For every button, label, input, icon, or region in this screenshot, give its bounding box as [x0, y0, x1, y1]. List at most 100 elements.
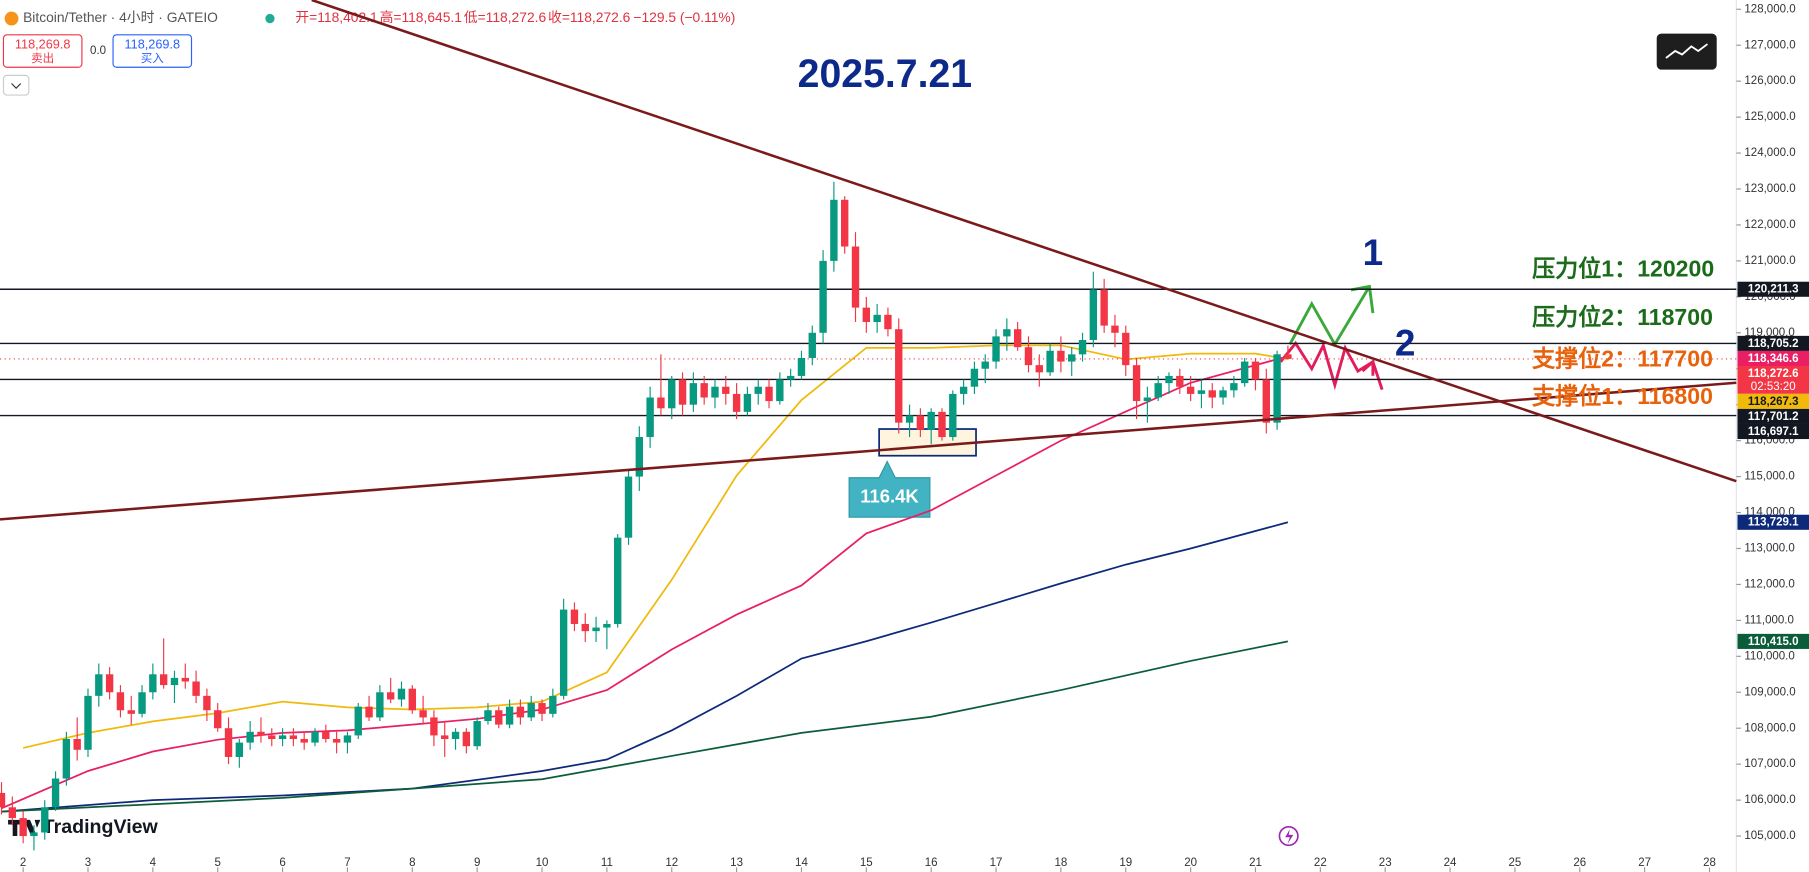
price-label: 116,697.1	[1748, 426, 1799, 438]
brand-logo	[8, 819, 41, 837]
x-tick-label: 23	[1379, 857, 1392, 869]
candle-body	[776, 379, 784, 402]
candle-body	[970, 368, 979, 387]
candle-body	[311, 731, 319, 743]
candle-body	[1251, 361, 1260, 380]
candle-body	[1262, 379, 1270, 423]
x-tick-label: 3	[85, 857, 91, 869]
candle-body	[170, 677, 179, 686]
x-tick-label: 16	[925, 857, 938, 869]
chart-title: 2025.7.21	[798, 52, 972, 96]
candle-body	[570, 609, 579, 624]
candle-body	[959, 386, 968, 394]
candle-body	[635, 437, 644, 477]
x-tick-label: 5	[215, 857, 221, 869]
candle-body	[224, 728, 233, 757]
candle-body	[1046, 350, 1054, 373]
x-tick-label: 27	[1638, 857, 1651, 869]
candle-body	[516, 706, 525, 718]
candle-body	[408, 688, 416, 711]
candle-body	[62, 738, 71, 779]
price-label-bg	[1737, 350, 1809, 367]
candle-body	[419, 710, 427, 718]
low-zone-box	[878, 428, 977, 457]
x-tick-label: 24	[1444, 857, 1457, 869]
x-tick-label: 26	[1573, 857, 1586, 869]
annotation: 116.4K	[860, 485, 919, 506]
candle-body	[430, 717, 438, 736]
candle-body	[1057, 350, 1065, 362]
candle-body	[808, 332, 816, 358]
x-tick-label: 15	[860, 857, 873, 869]
y-tick-label: 125,000.0	[1744, 111, 1795, 123]
candle-body	[1003, 329, 1011, 337]
x-tick-label: 25	[1509, 857, 1522, 869]
annotation: 支撑位1：116800	[1532, 383, 1713, 409]
price-label: 118,267.3	[1748, 396, 1799, 408]
sell-price: 118,269.8	[15, 37, 70, 52]
low: 低=118,272.6	[464, 9, 547, 25]
candle-body	[884, 314, 892, 330]
y-tick-label: 112,000.0	[1744, 578, 1794, 590]
candle-body	[138, 692, 146, 714]
x-tick-label: 28	[1703, 857, 1716, 869]
candle-body	[73, 738, 81, 750]
price-label-bg	[1737, 393, 1809, 409]
buy-button[interactable]	[112, 34, 193, 68]
candle-body	[1089, 289, 1098, 340]
price-label-bg	[1737, 423, 1809, 440]
candle-body	[927, 411, 935, 430]
candle-body	[711, 386, 719, 398]
candle-body	[1100, 289, 1108, 326]
brand: TradingView	[43, 816, 159, 838]
green-path-arrow	[1288, 285, 1371, 348]
candle-body	[819, 260, 827, 333]
price-label-bg	[1737, 281, 1809, 297]
candle-body	[51, 778, 60, 808]
x-tick-label: 10	[536, 857, 549, 869]
collapse-button[interactable]	[2, 74, 30, 96]
y-tick-label: 126,000.0	[1744, 75, 1795, 87]
candle-body	[441, 735, 449, 739]
candle-body	[1219, 390, 1227, 398]
candle-body	[981, 361, 989, 369]
symbol: Bitcoin/Tether · 4小时 · GATEIO	[23, 9, 218, 25]
candle-body	[235, 742, 244, 757]
collapse-icon	[11, 83, 22, 89]
price-label: 120,211.3	[1748, 284, 1799, 296]
y-tick-label: 123,000.0	[1744, 183, 1795, 195]
y-tick-label: 127,000.0	[1744, 39, 1795, 51]
candle-body	[938, 411, 946, 438]
candle-body	[786, 375, 795, 380]
candle-body	[397, 688, 406, 700]
candle-body	[1143, 397, 1152, 402]
trendline	[311, 0, 1737, 483]
annotation: 1	[1363, 231, 1384, 273]
x-tick-label: 9	[474, 857, 480, 869]
candle-body	[722, 386, 730, 394]
candle-body	[1024, 347, 1033, 366]
y-tick-label: 107,000.0	[1744, 758, 1795, 770]
x-tick-label: 7	[344, 857, 350, 869]
y-tick-label: 105,000.0	[1744, 830, 1795, 842]
x-tick-label: 20	[1184, 857, 1197, 869]
candle-body	[1186, 386, 1195, 394]
candle-body	[895, 329, 903, 423]
sell-button[interactable]	[2, 34, 83, 68]
candle-body	[8, 807, 17, 819]
candle-body	[754, 386, 762, 394]
candle-body	[1068, 354, 1076, 362]
price-label: 113,729.1	[1748, 517, 1799, 529]
event-icon	[1278, 825, 1299, 847]
y-tick-label: 111,000.0	[1744, 614, 1794, 626]
candle-body	[451, 731, 460, 739]
x-tick-label: 2	[20, 857, 26, 869]
candle-body	[192, 681, 200, 696]
candle-body	[949, 393, 957, 438]
candle-body	[268, 735, 276, 739]
candle-body	[992, 336, 1000, 362]
candle-body	[1165, 375, 1173, 384]
moving-average	[1, 521, 1289, 813]
candle-body	[1230, 383, 1238, 391]
